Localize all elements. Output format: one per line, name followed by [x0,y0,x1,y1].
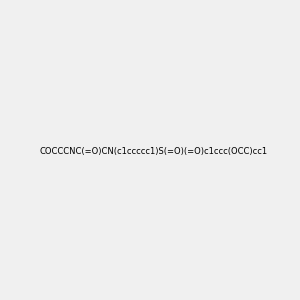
Text: COCCCNC(=O)CN(c1ccccc1)S(=O)(=O)c1ccc(OCC)cc1: COCCCNC(=O)CN(c1ccccc1)S(=O)(=O)c1ccc(OC… [40,147,268,156]
